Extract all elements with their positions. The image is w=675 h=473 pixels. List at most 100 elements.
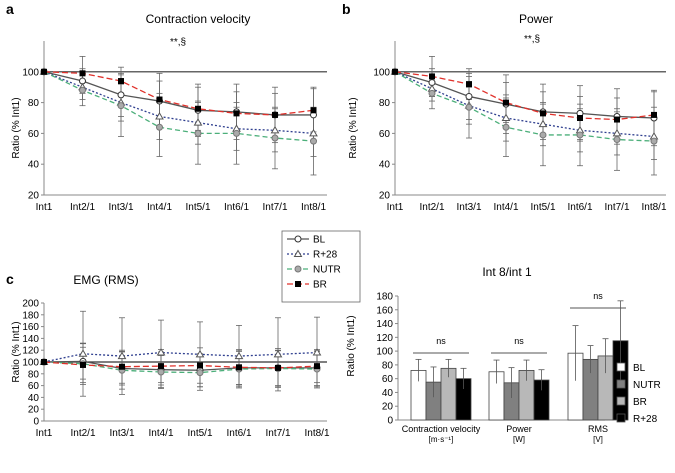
panel-b-point-nutr <box>650 137 658 145</box>
panel-c-xtick-label: Int2/1 <box>70 428 95 439</box>
panel-b-xtick-label: Int8/1 <box>641 202 666 213</box>
panel-c-point-br <box>158 363 164 370</box>
line-legend-marker-nutr <box>294 265 302 273</box>
panel-b-point-bl <box>465 92 473 100</box>
panel-a-point-nutr <box>233 129 240 137</box>
panel-b-plot: 20 40 60 80 100 Int1 Int2/1 Int3/1 Int4/1 Int5/1 I… <box>373 41 667 213</box>
panel-c-point-r+28 <box>273 349 283 358</box>
panel-c-point-r+28 <box>117 351 127 360</box>
panel-c-ytick-label: 180 <box>22 310 39 321</box>
panel-b-point-r+28 <box>612 128 622 137</box>
panel-c-ylabel: Ratio (% Int1) <box>11 321 22 382</box>
panel-c-ytick-label: 80 <box>28 369 40 380</box>
panel-c-xtick-label: Int5/1 <box>187 428 212 439</box>
line-legend-label-r+28: R+28 <box>313 250 338 261</box>
panel-c-point-br <box>314 363 320 370</box>
panel-d-significance-label: ns <box>514 336 524 346</box>
panel-b-series-br <box>394 71 655 121</box>
bar-legend-label-r+28: R+28 <box>633 414 658 425</box>
panel-a-point-nutr <box>156 123 163 131</box>
panel-c-point-br <box>119 363 125 370</box>
panel-a-point-br <box>41 68 47 75</box>
panel-b-ytick-label: 20 <box>379 191 391 202</box>
panel-d-ytick-label: 60 <box>382 374 394 385</box>
panel-c-point-r+28 <box>78 349 88 357</box>
panel-a-point-nutr <box>194 129 202 137</box>
panel-d-group-label: Contraction velocity <box>402 424 481 434</box>
panel-a-xtick-label: Int4/1 <box>147 202 172 213</box>
panel-c-ytick-label: 40 <box>28 393 40 404</box>
panel-b-ylabel: Ratio (% Int1) <box>348 97 359 158</box>
panel-b-point-br <box>540 110 546 117</box>
panel-a-series-r+28 <box>43 71 314 135</box>
panel-c-ytick-label: 200 <box>22 299 39 310</box>
panel-c-ytick-label: 60 <box>28 381 40 392</box>
panel-a-xtick-label: Int2/1 <box>70 202 95 213</box>
panel-b-point-nutr <box>465 103 473 111</box>
panel-b-point-nutr <box>576 131 584 139</box>
panel-a-ytick-label: 60 <box>28 129 40 140</box>
panel-b-letter: b <box>342 1 351 17</box>
bar-legend-swatch-r+28 <box>616 413 626 423</box>
bar-legend-label-bl: BL <box>633 363 646 374</box>
panel-a-point-nutr <box>271 134 279 142</box>
panel-d-group-label: RMS <box>588 424 608 434</box>
panel-c-ytick-label: 120 <box>22 346 39 357</box>
panel-c-ytick-label: 100 <box>22 358 39 369</box>
panel-c-xtick-label: Int4/1 <box>148 428 173 439</box>
panel-d-ytick-label: 180 <box>376 292 393 303</box>
panel-c-series-r+28 <box>43 351 318 363</box>
panel-b-ytick-label: 60 <box>379 129 391 140</box>
panel-c-xtick-label: Int7/1 <box>265 428 290 439</box>
panel-b-point-br <box>466 81 472 88</box>
panel-d-ytick-label: 140 <box>376 319 393 330</box>
panel-a-annotation: **,§ <box>170 37 186 48</box>
panel-d-group-label: Power <box>506 424 532 434</box>
panel-b-point-br <box>392 68 398 75</box>
panel-a-ytick-label: 20 <box>28 191 40 202</box>
line-legend-box <box>281 230 361 303</box>
panel-a-point-br <box>156 96 163 103</box>
panel-b-xtick-label: Int7/1 <box>604 202 629 213</box>
panel-b-ytick-label: 100 <box>373 67 390 78</box>
panel-b-ytick-label: 40 <box>379 160 391 171</box>
panel-d-group-unit: [W] <box>513 435 525 444</box>
panel-a-ytick-label: 40 <box>28 160 40 171</box>
panel-a-point-nutr <box>117 102 125 110</box>
line-legend-marker-br <box>295 281 301 287</box>
panel-c-ytick-label: 0 <box>33 417 39 428</box>
panel-c-point-br <box>41 359 47 365</box>
panel-d-ytick-label: 40 <box>382 388 394 399</box>
panel-b-xtick-label: Int1 <box>387 202 404 213</box>
line-legend-label-bl: BL <box>313 235 326 246</box>
panel-c-ytick-label: 160 <box>22 322 39 333</box>
panel-b-xtick-label: Int5/1 <box>530 202 555 213</box>
panel-c-letter: c <box>6 271 14 287</box>
line-legend-label-nutr: NUTR <box>313 265 341 276</box>
panel-b-point-br <box>614 116 620 123</box>
panel-a-xtick-label: Int8/1 <box>301 202 326 213</box>
panel-d-ytick-label: 0 <box>387 416 393 427</box>
bar-legend-swatch-nutr <box>616 379 626 389</box>
panel-a-point-br <box>118 78 124 85</box>
panel-c-point-r+28 <box>195 349 205 358</box>
panel-d-ytick-label: 80 <box>382 360 394 371</box>
panel-c-point-nutr <box>157 368 165 376</box>
panel-a-point-br <box>195 105 201 112</box>
panel-b-point-nutr <box>613 136 621 144</box>
panel-c-xtick-label: Int1 <box>36 428 53 439</box>
panel-c-point-r+28 <box>234 351 244 360</box>
line-legend-marker-bl <box>294 235 302 243</box>
bar-legend-label-br: BR <box>633 397 647 408</box>
panel-a-plot: 20 40 60 80 100 Int1 Int2/1 Int3/1 Int4/1 Int5/1 I… <box>22 41 327 213</box>
panel-a-point-br <box>310 107 317 114</box>
panel-b-point-br <box>503 99 509 106</box>
panel-c-series-nutr <box>43 361 318 374</box>
bar-legend-swatch-bl <box>616 362 626 372</box>
panel-d-ytick-label: 120 <box>376 333 393 344</box>
line-legend: BL R+28 NUTR BR <box>281 230 361 303</box>
panel-b-xtick-label: Int2/1 <box>419 202 444 213</box>
panel-a-point-r+28 <box>155 111 164 120</box>
panel-a-point-r+28 <box>309 128 318 137</box>
